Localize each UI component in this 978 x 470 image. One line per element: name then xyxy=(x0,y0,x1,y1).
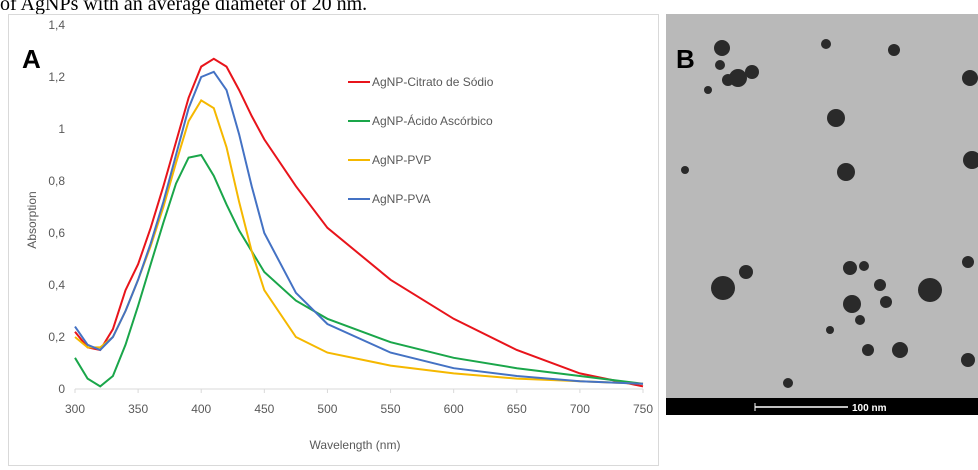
x-tick-label: 500 xyxy=(317,402,337,416)
x-tick-label: 450 xyxy=(254,402,274,416)
tem-image: 100 nm B xyxy=(666,14,978,415)
x-tick-label: 400 xyxy=(191,402,211,416)
x-tick-label: 750 xyxy=(633,402,653,416)
legend-label: AgNP-Ácido Ascórbico xyxy=(372,113,493,128)
x-tick-label: 600 xyxy=(444,402,464,416)
series-line xyxy=(74,70,644,385)
y-tick-label: 0 xyxy=(58,382,65,396)
series-line xyxy=(74,57,644,388)
y-tick-label: 1,4 xyxy=(48,18,65,32)
chart-frame xyxy=(8,14,659,466)
tem-background xyxy=(666,14,978,415)
x-tick-label: 300 xyxy=(65,402,85,416)
y-tick-label: 0,4 xyxy=(48,278,65,292)
panel-label: B xyxy=(676,44,695,74)
y-axis-title: Absorption xyxy=(25,191,39,248)
y-tick-label: 0,6 xyxy=(48,226,65,240)
y-tick-label: 1 xyxy=(58,122,65,136)
x-tick-label: 350 xyxy=(128,402,148,416)
panel-label: A xyxy=(22,44,41,74)
caption-fragment: of AgNPs with an average diameter of 20 … xyxy=(0,0,367,15)
particles xyxy=(681,39,978,388)
scale-bar-label: 100 nm xyxy=(852,403,887,414)
legend-label: AgNP-PVA xyxy=(372,192,430,206)
x-axis-title: Wavelength (nm) xyxy=(310,438,401,452)
x-tick-label: 700 xyxy=(570,402,590,416)
y-tick-label: 0,8 xyxy=(48,174,65,188)
x-tick-label: 650 xyxy=(507,402,527,416)
series-line xyxy=(74,153,644,388)
x-tick-label: 550 xyxy=(381,402,401,416)
y-tick-label: 0,2 xyxy=(48,330,65,344)
legend-label: AgNP-PVP xyxy=(372,153,431,167)
y-tick-label: 1,2 xyxy=(48,70,65,84)
legend-label: AgNP-Citrato de Sódio xyxy=(372,75,494,89)
